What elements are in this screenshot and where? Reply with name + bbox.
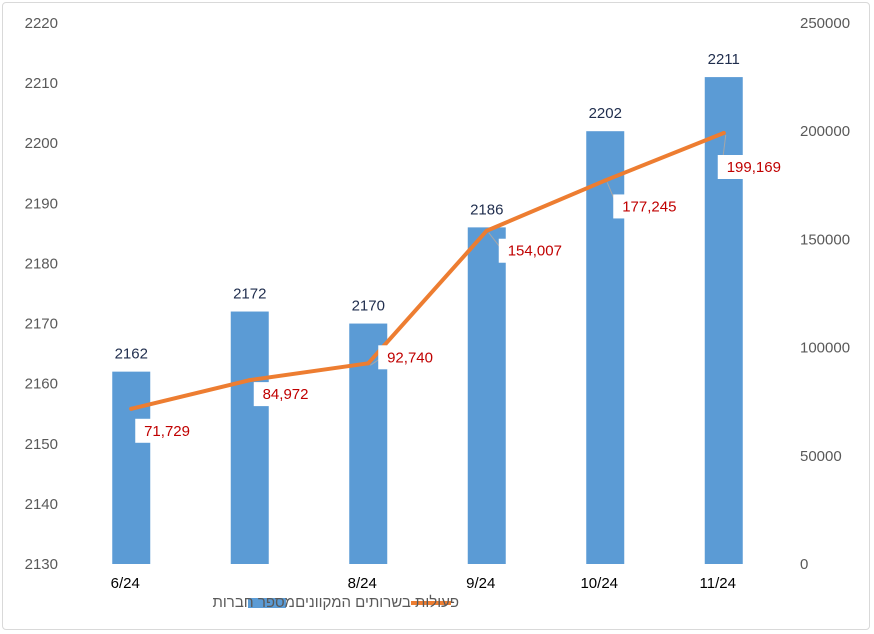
x-axis-labels: 6/24 8/24 9/24 10/24 11/24 (111, 575, 736, 592)
legend-bar-swatch (248, 598, 286, 608)
left-axis-tick-label: 2140 (25, 496, 58, 513)
x-axis-tick-label: 9/24 (466, 575, 495, 592)
bar-data-labels: 2162 2172 2170 2186 2202 2211 (115, 51, 740, 363)
bar-value-label: 2162 (115, 346, 148, 363)
line-point (603, 178, 608, 183)
left-axis-tick-label: 2180 (25, 255, 58, 272)
right-axis-tick-label: 250000 (800, 15, 850, 32)
x-axis-tick-label: 10/24 (580, 575, 618, 592)
left-axis-tick-label: 2200 (25, 135, 58, 152)
line-value-label: 177,245 (622, 198, 676, 215)
bar-value-label: 2211 (708, 51, 740, 68)
left-axis-tick-label: 2210 (25, 75, 58, 92)
bar-value-label: 2172 (233, 286, 266, 303)
line-label-box (378, 345, 442, 370)
left-axis-tick-label: 2220 (25, 15, 58, 32)
left-axis: 2130 2140 2150 2160 2170 2180 2190 2200 2210 2220 (25, 15, 58, 573)
right-axis-tick-label: 150000 (800, 231, 850, 248)
legend: מספר חברות פעולות בשרותים המקוונים (213, 594, 459, 611)
bar-series (112, 77, 743, 564)
right-axis-tick-label: 0 (800, 556, 808, 573)
line-value-label: 71,729 (144, 423, 190, 440)
line-value-label: 154,007 (508, 243, 562, 260)
line-label-box (717, 154, 790, 179)
bar-value-label: 2170 (352, 298, 385, 315)
line-point (247, 378, 252, 383)
line-label-box (135, 418, 199, 443)
legend-line-label: פעולות בשרותים המקוונים (295, 594, 459, 611)
line-value-label: 199,169 (727, 159, 781, 176)
line-value-label: 84,972 (263, 386, 309, 403)
line-data-labels: 71,729 84,972 92,740 154,007 177,245 199,169 (135, 134, 790, 443)
x-axis-tick-label: 6/24 (111, 575, 140, 592)
x-axis-tick-label: 8/24 (348, 575, 377, 592)
line-series (129, 130, 726, 411)
bar (230, 311, 269, 564)
line-label-box (613, 194, 686, 219)
left-axis-tick-label: 2190 (25, 195, 58, 212)
left-axis-tick-label: 2160 (25, 376, 58, 393)
line-point (721, 130, 726, 135)
line-value-label: 92,740 (387, 349, 433, 366)
left-axis-tick-label: 2170 (25, 316, 58, 333)
bar-value-label: 2186 (470, 201, 503, 218)
line-point (366, 361, 371, 366)
bar-value-label: 2202 (589, 105, 622, 122)
x-axis-tick-label: 11/24 (700, 575, 736, 592)
right-axis-tick-label: 100000 (800, 340, 850, 357)
legend-bar-label: מספר חברות (213, 594, 295, 611)
line-label-box (498, 238, 571, 263)
line-point (484, 228, 489, 233)
line-point (129, 406, 134, 411)
line-label-box (253, 382, 318, 407)
right-axis-tick-label: 200000 (800, 123, 850, 140)
bar (112, 371, 151, 564)
left-axis-tick-label: 2130 (25, 556, 58, 573)
right-axis-tick-label: 50000 (800, 448, 842, 465)
left-axis-tick-label: 2150 (25, 436, 58, 453)
line-path (129, 130, 726, 411)
right-axis: 0 50000 100000 150000 200000 250000 (800, 15, 850, 573)
bar (467, 227, 506, 564)
